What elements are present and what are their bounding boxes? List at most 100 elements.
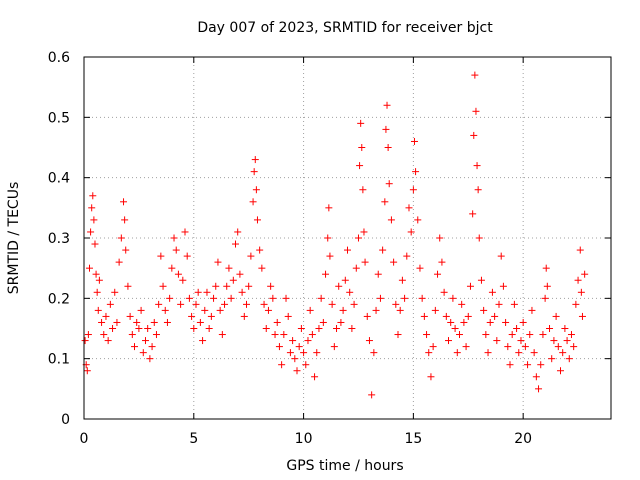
data-point xyxy=(474,186,482,194)
data-point xyxy=(491,312,499,320)
data-point xyxy=(550,337,558,345)
data-point xyxy=(179,276,187,284)
data-point xyxy=(252,186,260,194)
data-point xyxy=(242,300,250,308)
x-tick-label: 0 xyxy=(80,431,89,447)
data-point xyxy=(565,355,573,363)
data-point xyxy=(356,162,364,170)
data-point xyxy=(190,325,198,332)
data-point xyxy=(370,349,378,357)
data-point xyxy=(194,288,202,296)
data-point xyxy=(245,282,253,290)
data-point xyxy=(113,318,121,326)
data-point xyxy=(359,186,367,194)
data-point xyxy=(238,288,246,296)
data-point xyxy=(394,331,402,339)
data-point xyxy=(117,234,125,242)
data-point xyxy=(150,318,158,326)
data-point xyxy=(133,318,141,326)
data-point xyxy=(121,216,129,224)
data-point xyxy=(358,144,366,151)
x-tick-label: 5 xyxy=(189,431,198,447)
data-point xyxy=(475,234,483,242)
data-point xyxy=(84,331,92,339)
data-point xyxy=(513,325,521,332)
data-point xyxy=(256,246,264,254)
data-point xyxy=(460,318,468,326)
data-point xyxy=(85,264,93,272)
data-point xyxy=(572,300,580,308)
data-point xyxy=(240,312,248,320)
data-point xyxy=(249,198,257,206)
data-point xyxy=(81,337,89,345)
data-point xyxy=(120,198,128,206)
data-point xyxy=(472,107,480,115)
data-point xyxy=(260,300,268,308)
data-point xyxy=(405,204,413,212)
data-point xyxy=(126,312,134,320)
data-point xyxy=(508,331,516,339)
data-point xyxy=(420,312,428,320)
data-point xyxy=(470,131,478,139)
data-point xyxy=(365,337,373,345)
data-point xyxy=(102,312,110,320)
x-tick-label: 15 xyxy=(404,431,422,447)
data-point xyxy=(87,228,95,236)
data-point xyxy=(95,276,103,284)
data-point xyxy=(442,312,450,320)
data-point xyxy=(185,294,193,302)
data-point xyxy=(269,294,277,302)
data-point xyxy=(453,349,461,357)
data-point xyxy=(567,331,575,339)
data-point xyxy=(556,367,564,375)
data-point xyxy=(137,306,145,314)
data-point xyxy=(499,282,507,290)
data-point xyxy=(493,337,501,345)
data-point xyxy=(304,337,312,345)
data-point xyxy=(398,276,406,284)
data-point xyxy=(168,264,176,272)
data-point xyxy=(414,216,422,224)
data-point xyxy=(297,325,305,332)
data-point xyxy=(563,337,571,345)
data-point xyxy=(381,198,389,206)
data-point xyxy=(526,331,534,339)
data-point xyxy=(91,240,99,248)
data-point xyxy=(199,337,207,345)
data-point xyxy=(348,325,356,332)
data-point xyxy=(188,312,196,320)
data-point xyxy=(577,288,585,296)
data-point xyxy=(210,294,218,302)
data-point xyxy=(484,349,492,357)
data-point xyxy=(541,294,549,302)
data-point xyxy=(392,300,400,308)
data-point xyxy=(333,325,341,332)
y-tick-label: 0.2 xyxy=(48,291,70,307)
data-point xyxy=(477,276,485,284)
data-point xyxy=(423,331,431,339)
data-point xyxy=(115,258,123,266)
data-point xyxy=(418,294,426,302)
data-point xyxy=(251,156,259,164)
data-point xyxy=(385,180,393,188)
data-point xyxy=(159,282,167,290)
data-point xyxy=(449,294,457,302)
data-point xyxy=(387,216,395,224)
data-point xyxy=(480,306,488,314)
data-point xyxy=(227,294,235,302)
data-point xyxy=(278,361,286,369)
data-point xyxy=(416,264,424,272)
data-point xyxy=(434,270,442,278)
data-point xyxy=(177,300,185,308)
x-axis-label: GPS time / hours xyxy=(286,458,403,474)
data-point xyxy=(144,325,152,332)
data-point xyxy=(131,343,139,351)
data-point xyxy=(445,337,453,345)
data-point xyxy=(401,294,409,302)
data-point xyxy=(324,234,332,242)
data-point xyxy=(528,306,536,314)
data-point xyxy=(473,162,481,170)
data-point xyxy=(532,373,540,381)
data-point xyxy=(574,276,582,284)
data-point xyxy=(383,101,391,109)
